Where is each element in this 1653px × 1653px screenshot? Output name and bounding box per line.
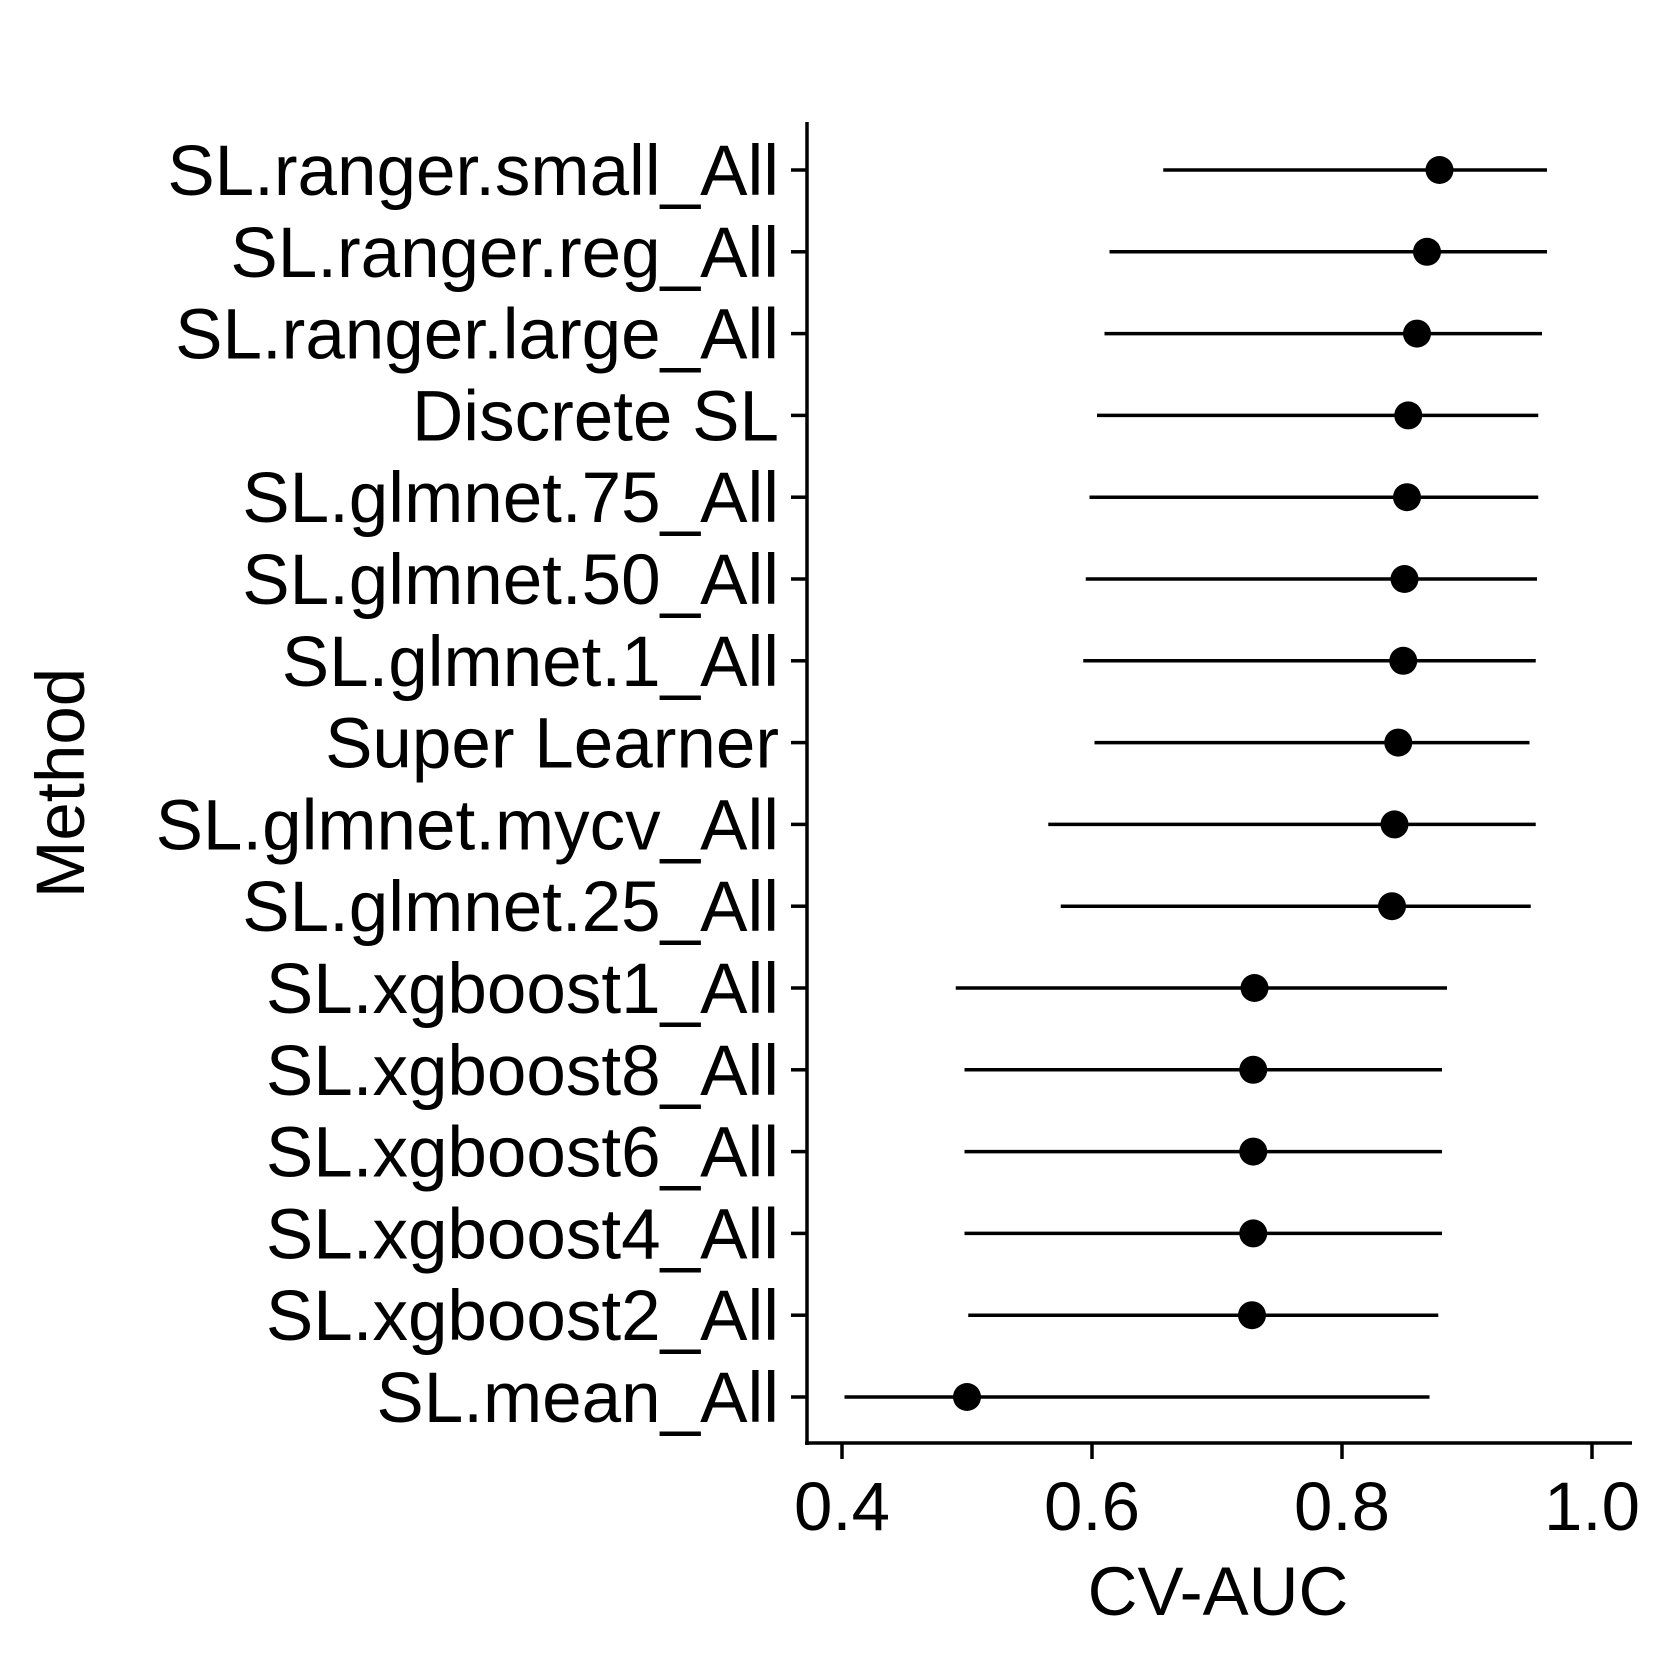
row-11 bbox=[964, 1055, 1442, 1084]
point-estimate bbox=[1239, 1219, 1268, 1248]
row-5 bbox=[1085, 565, 1537, 593]
point-estimate bbox=[1239, 1137, 1268, 1166]
x-axis-ticks: 0.4 0.6 0.8 1.0 bbox=[794, 1443, 1640, 1545]
y-tick-label: Super Learner bbox=[325, 705, 779, 784]
x-tick-label: 0.6 bbox=[1044, 1468, 1140, 1545]
row-7 bbox=[1094, 728, 1530, 757]
row-10 bbox=[955, 974, 1447, 1002]
x-tick-label: 0.4 bbox=[794, 1468, 890, 1545]
row-8 bbox=[1048, 810, 1536, 839]
y-tick-label: SL.xgboost2_All bbox=[266, 1277, 779, 1356]
y-tick-label: SL.ranger.small_All bbox=[167, 132, 779, 211]
row-0 bbox=[1163, 156, 1547, 184]
y-tick-label: SL.glmnet.1_All bbox=[282, 623, 779, 702]
y-tick-label: SL.ranger.large_All bbox=[175, 296, 779, 375]
y-tick-label: Discrete SL bbox=[412, 377, 779, 456]
point-estimate bbox=[1378, 892, 1406, 921]
y-tick-label: SL.glmnet.50_All bbox=[242, 541, 779, 620]
row-1 bbox=[1109, 237, 1547, 266]
y-tick-label: SL.glmnet.25_All bbox=[242, 868, 779, 947]
x-axis-title: CV-AUC bbox=[1088, 1553, 1349, 1630]
row-13 bbox=[964, 1219, 1442, 1248]
row-4 bbox=[1089, 483, 1539, 512]
point-estimate bbox=[1380, 810, 1409, 839]
row-2 bbox=[1104, 319, 1542, 348]
row-9 bbox=[1060, 892, 1531, 921]
point-estimate bbox=[1239, 1055, 1268, 1084]
y-tick-label: SL.xgboost8_All bbox=[266, 1032, 779, 1111]
y-axis-title: Method bbox=[22, 668, 99, 898]
point-estimate bbox=[1384, 728, 1413, 757]
point-estimate bbox=[1403, 319, 1431, 348]
point-estimate bbox=[1413, 237, 1441, 266]
row-6 bbox=[1083, 646, 1536, 675]
x-tick-label: 1.0 bbox=[1544, 1468, 1640, 1545]
point-estimate bbox=[1389, 646, 1418, 675]
point-estimate bbox=[1394, 401, 1423, 430]
point-estimate bbox=[953, 1383, 981, 1411]
point-estimate bbox=[1390, 565, 1419, 593]
y-axis-ticks: SL.ranger.small_AllSL.ranger.reg_AllSL.r… bbox=[156, 132, 807, 1438]
y-tick-label: SL.xgboost4_All bbox=[266, 1195, 779, 1274]
row-12 bbox=[964, 1137, 1442, 1166]
row-14 bbox=[968, 1301, 1439, 1330]
y-tick-label: SL.ranger.reg_All bbox=[230, 214, 779, 293]
x-tick-label: 0.8 bbox=[1294, 1468, 1390, 1545]
point-estimate bbox=[1393, 483, 1421, 512]
row-15 bbox=[844, 1383, 1430, 1411]
y-tick-label: SL.glmnet.75_All bbox=[242, 459, 779, 538]
y-tick-label: SL.xgboost1_All bbox=[266, 950, 779, 1029]
point-estimate bbox=[1240, 974, 1269, 1002]
point-estimate bbox=[1238, 1301, 1266, 1330]
plot-marks bbox=[844, 156, 1547, 1411]
y-tick-label: SL.xgboost6_All bbox=[266, 1114, 779, 1193]
point-estimate bbox=[1425, 156, 1454, 184]
y-tick-label: SL.glmnet.mycv_All bbox=[156, 786, 779, 865]
row-3 bbox=[1097, 401, 1539, 430]
y-tick-label: SL.mean_All bbox=[376, 1359, 779, 1438]
